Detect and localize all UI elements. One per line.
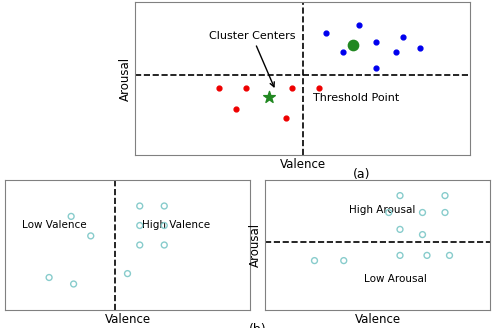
Point [67, 214, 75, 219]
Point [265, 94, 273, 99]
Point [340, 258, 348, 263]
Text: (b): (b) [248, 323, 266, 328]
Point [45, 275, 53, 280]
Point [441, 193, 449, 198]
Point [160, 223, 168, 228]
Point [385, 210, 393, 215]
Point [399, 34, 407, 40]
Point [160, 203, 168, 209]
Point [69, 281, 77, 287]
Point [416, 45, 424, 51]
Point [282, 116, 290, 121]
Point [136, 203, 144, 209]
Point [136, 242, 144, 248]
Point [242, 85, 249, 90]
Y-axis label: Arousal: Arousal [249, 223, 262, 267]
Point [396, 253, 404, 258]
Text: Low Arousal: Low Arousal [364, 274, 427, 284]
Text: Threshold Point: Threshold Point [312, 93, 399, 103]
Point [160, 242, 168, 248]
Point [136, 223, 144, 228]
Point [423, 253, 431, 258]
Point [339, 50, 347, 55]
Text: Cluster Centers: Cluster Centers [209, 31, 295, 87]
Point [441, 210, 449, 215]
Text: High Arousal: High Arousal [349, 205, 415, 215]
Point [396, 193, 404, 198]
Point [396, 227, 404, 232]
X-axis label: Valence: Valence [355, 313, 401, 326]
Point [232, 107, 240, 112]
Y-axis label: Arousal: Arousal [119, 56, 132, 101]
Point [322, 30, 330, 35]
Y-axis label: Arousal: Arousal [0, 223, 2, 267]
Point [419, 210, 427, 215]
Point [419, 232, 427, 237]
Point [289, 85, 297, 90]
Point [124, 271, 131, 276]
Point [372, 65, 380, 71]
Point [87, 233, 95, 238]
Point [315, 85, 323, 90]
Text: Low Valence: Low Valence [22, 220, 87, 231]
Point [392, 50, 400, 55]
Point [445, 253, 453, 258]
Point [310, 258, 318, 263]
Text: High Valence: High Valence [142, 220, 210, 231]
Point [215, 85, 223, 90]
Point [349, 42, 357, 48]
Point [372, 39, 380, 44]
Text: (a): (a) [353, 168, 371, 181]
X-axis label: Valence: Valence [279, 158, 325, 171]
X-axis label: Valence: Valence [105, 313, 151, 326]
Point [356, 22, 364, 28]
